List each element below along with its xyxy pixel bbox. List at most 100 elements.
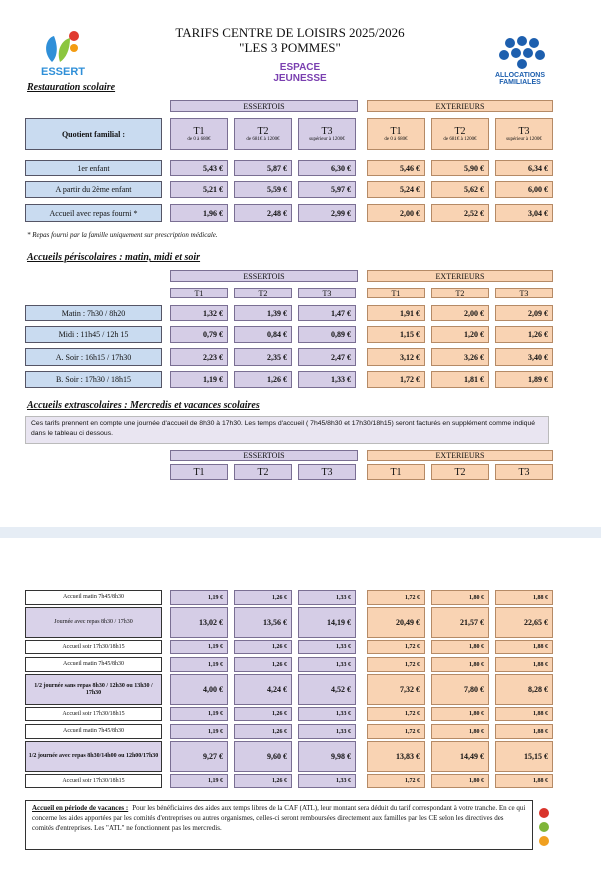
tier-header: T3 [298, 464, 356, 480]
price: 1,26 € [234, 371, 292, 388]
price: 6,34 € [495, 160, 553, 176]
price: 1,89 € [495, 371, 553, 388]
price: 2,35 € [234, 348, 292, 366]
price: 1,26 € [234, 707, 292, 721]
price: 2,00 € [431, 305, 489, 321]
price: 1,26 € [234, 657, 292, 672]
tier-header: T1 [170, 464, 228, 480]
section-title: Accueils extrascolaires : Mercredis et v… [27, 400, 260, 411]
note: * Repas fourni par la famille uniquement… [27, 231, 218, 239]
tier-name: T2 [257, 126, 269, 137]
tier-range: de 0 à 680€ [187, 137, 211, 142]
price: 1,80 € [431, 657, 489, 672]
tier-header: T1 de 0 à 680€ [367, 118, 425, 150]
logo-text: ESSERT [40, 66, 85, 78]
price: 14,49 € [431, 741, 489, 772]
vacances-title: Accueil en période de vacances : [32, 804, 129, 812]
price: 15,15 € [495, 741, 553, 772]
row-label: Accueil soir 17h30/18h15 [25, 707, 162, 721]
vacances-box: Accueil en période de vacances : Pour les… [25, 800, 533, 850]
header-label: Quotient familial : [25, 118, 162, 150]
tier-range: supérieur à 1200€ [309, 137, 345, 142]
group-header: EXTERIEURS [367, 270, 553, 282]
price: 1,72 € [367, 724, 425, 739]
price: 1,72 € [367, 774, 425, 788]
row-label: B. Soir : 17h30 / 18h15 [25, 371, 162, 388]
price: 1,88 € [495, 724, 553, 739]
price: 1,88 € [495, 590, 553, 605]
subtitle: "LES 3 POMMES" [239, 40, 341, 55]
row-label: A partir du 2ème enfant [25, 181, 162, 198]
price: 14,19 € [298, 607, 356, 638]
tier-header: T3 supérieur à 1200€ [298, 118, 356, 150]
price: 1,80 € [431, 774, 489, 788]
tier-header: T1 de 0 à 680€ [170, 118, 228, 150]
price: 1,26 € [234, 590, 292, 605]
tier-header: T2 [431, 288, 489, 298]
group-header: EXTERIEURS [367, 450, 553, 461]
price: 20,49 € [367, 607, 425, 638]
price: 1,88 € [495, 774, 553, 788]
price: 5,21 € [170, 181, 228, 198]
row-label: 1er enfant [25, 160, 162, 176]
price: 1,33 € [298, 657, 356, 672]
row-label: Accueil matin 7h45/8h30 [25, 657, 162, 672]
price: 7,32 € [367, 674, 425, 705]
price: 1,88 € [495, 707, 553, 721]
price: 1,81 € [431, 371, 489, 388]
tier-header: T2 de 681€ à 1200€ [234, 118, 292, 150]
tier-header: T1 [170, 288, 228, 298]
price: 1,39 € [234, 305, 292, 321]
price: 1,26 € [234, 724, 292, 739]
price: 0,84 € [234, 326, 292, 343]
price: 1,32 € [170, 305, 228, 321]
price: 1,33 € [298, 707, 356, 721]
price: 2,99 € [298, 204, 356, 222]
group-header: EXTERIEURS [367, 100, 553, 112]
price: 1,33 € [298, 724, 356, 739]
tier-name: T1 [390, 126, 402, 137]
row-label: Accueil soir 17h30/18h15 [25, 774, 162, 788]
price: 8,28 € [495, 674, 553, 705]
price: 13,83 € [367, 741, 425, 772]
price: 1,33 € [298, 640, 356, 654]
center-logo: ESPACE JEUNESSE [273, 62, 327, 84]
group-header: ESSERTOIS [170, 100, 358, 112]
tier-header: T3 [495, 464, 553, 480]
price: 1,19 € [170, 590, 228, 605]
price: 1,33 € [298, 371, 356, 388]
price: 9,98 € [298, 741, 356, 772]
tier-header: T2 de 681€ à 1200€ [431, 118, 489, 150]
price: 1,33 € [298, 590, 356, 605]
price: 6,00 € [495, 181, 553, 198]
price: 5,62 € [431, 181, 489, 198]
price: 4,52 € [298, 674, 356, 705]
price: 1,19 € [170, 724, 228, 739]
price: 5,97 € [298, 181, 356, 198]
price: 3,12 € [367, 348, 425, 366]
section-title: Accueils périscolaires : matin, midi et … [27, 252, 201, 263]
price: 9,27 € [170, 741, 228, 772]
price: 1,19 € [170, 371, 228, 388]
tier-range: de 0 à 680€ [384, 137, 408, 142]
tier-range: de 681€ à 1200€ [246, 137, 280, 142]
price: 0,89 € [298, 326, 356, 343]
price: 2,00 € [367, 204, 425, 222]
price: 1,88 € [495, 657, 553, 672]
group-header: ESSERTOIS [170, 450, 358, 461]
caf-text: ALLOCATIONS FAMILIALES [494, 72, 546, 86]
tier-range: supérieur à 1200€ [506, 137, 542, 142]
price: 0,79 € [170, 326, 228, 343]
price: 4,00 € [170, 674, 228, 705]
row-label: Midi : 11h45 / 12h 15 [25, 326, 162, 343]
price: 4,24 € [234, 674, 292, 705]
tier-header: T2 [431, 464, 489, 480]
price: 1,33 € [298, 774, 356, 788]
price: 5,43 € [170, 160, 228, 176]
price: 1,96 € [170, 204, 228, 222]
price: 1,88 € [495, 640, 553, 654]
price: 5,46 € [367, 160, 425, 176]
price: 1,19 € [170, 640, 228, 654]
price: 5,87 € [234, 160, 292, 176]
price: 1,20 € [431, 326, 489, 343]
